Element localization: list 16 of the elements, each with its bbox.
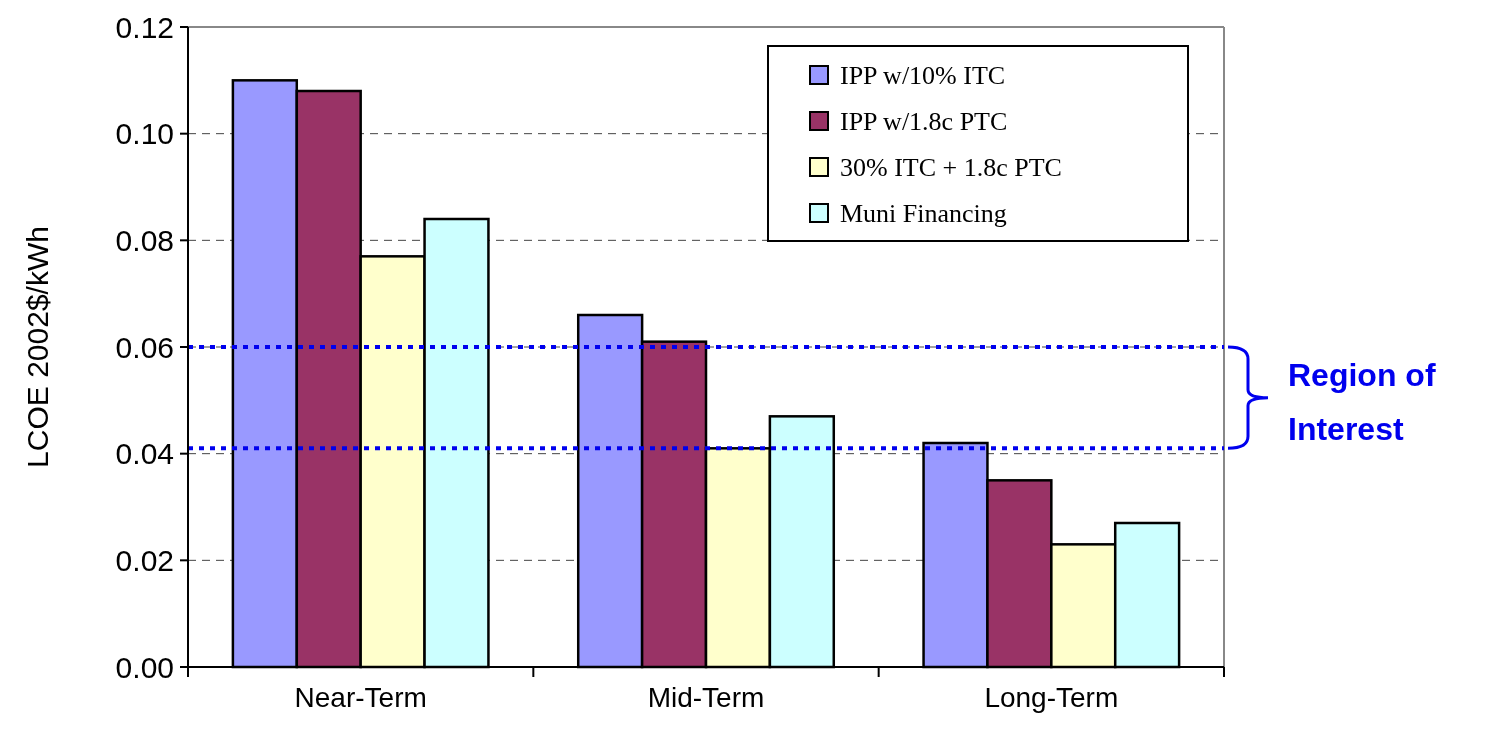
y-tick-label: 0.10 (115, 117, 174, 151)
legend-label: IPP w/1.8c PTC (840, 107, 1008, 137)
y-tick-label: 0.02 (115, 543, 174, 577)
y-tick-label: 0.08 (115, 223, 174, 257)
y-tick-label: 0.06 (115, 330, 174, 364)
y-tick-label: 0.04 (115, 437, 174, 471)
x-tick-label: Mid-Term (647, 682, 765, 713)
y-tick-label: 0.00 (115, 650, 174, 684)
legend-label: IPP w/10% ITC (840, 61, 1006, 91)
x-tick-label: Long-Term (984, 682, 1119, 713)
y-tick-label: 0.12 (115, 10, 174, 44)
legend-label: 30% ITC + 1.8c PTC (840, 153, 1062, 183)
legend-label: Muni Financing (840, 199, 1007, 229)
y-axis-title: LCOE 2002$/kWh (21, 226, 54, 468)
x-tick-label: Near-Term (294, 682, 427, 713)
text: Region of Interest (1288, 356, 1436, 447)
